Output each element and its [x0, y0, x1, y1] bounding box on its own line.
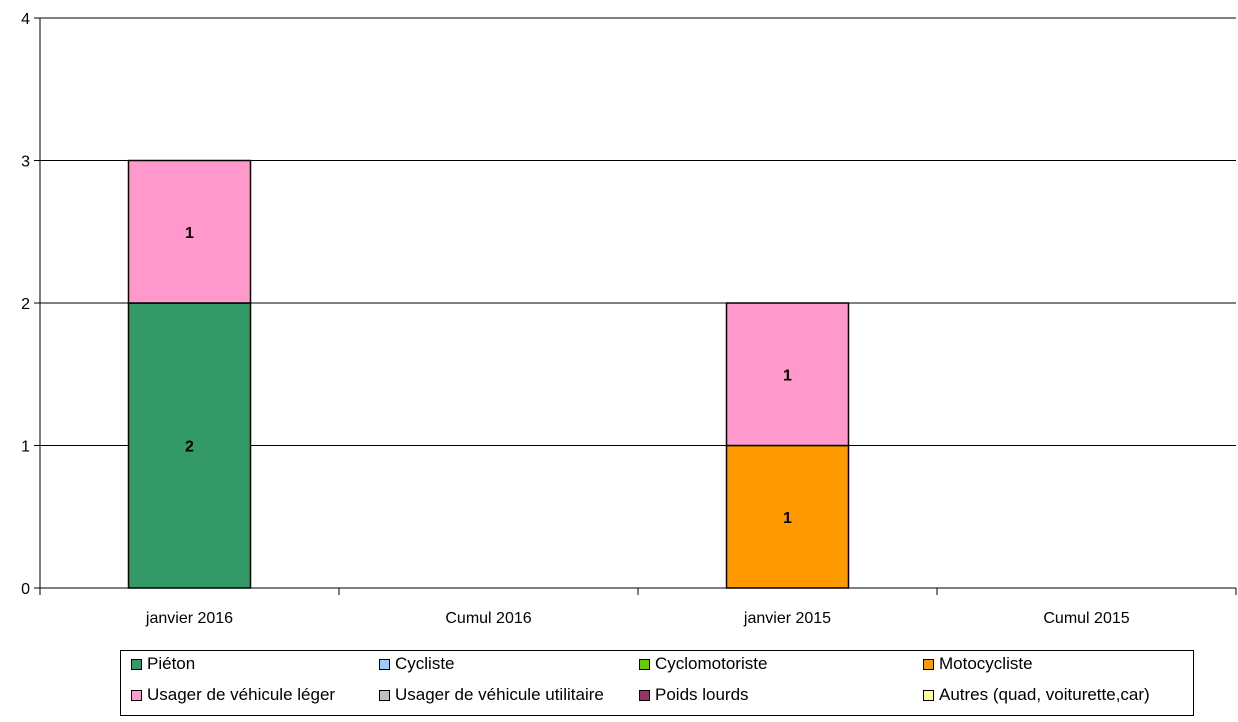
- legend-swatch: [639, 658, 650, 670]
- x-tick-label: Cumul 2016: [445, 610, 531, 627]
- legend-item: Autres (quad, voiturette,car): [923, 685, 1150, 705]
- legend-label: Motocycliste: [939, 654, 1033, 673]
- x-tick-label: janvier 2015: [743, 610, 831, 627]
- legend-label: Cycliste: [395, 654, 455, 673]
- y-tick-label: 3: [21, 154, 30, 171]
- legend-swatch: [131, 658, 142, 670]
- bar-segment: [725, 302, 850, 447]
- legend-item: Piéton: [131, 654, 195, 674]
- bar-segment: [127, 159, 252, 304]
- legend-swatch: [639, 689, 650, 701]
- legend-label: Cyclomotoriste: [655, 654, 768, 673]
- y-tick-label: 1: [21, 439, 30, 456]
- legend-item: Cyclomotoriste: [639, 654, 767, 674]
- legend-label: Autres (quad, voiturette,car): [939, 685, 1150, 704]
- x-tick-label: Cumul 2015: [1043, 610, 1129, 627]
- bars: [127, 159, 850, 589]
- tick-labels: 0 1 2 3 4 janvier 2016 Cumul 2016 janvier 2015 C…: [21, 11, 1130, 627]
- legend-swatch: [379, 658, 390, 670]
- legend-label: Usager de véhicule utilitaire: [395, 685, 604, 704]
- data-label: 2: [185, 439, 194, 456]
- legend-label: Poids lourds: [655, 685, 749, 704]
- legend-item: Usager de véhicule utilitaire: [379, 685, 604, 705]
- bar-segment: [725, 444, 850, 589]
- legend-label: Usager de véhicule léger: [147, 685, 336, 704]
- y-tick-label: 0: [21, 581, 30, 598]
- legend: Piéton Cycliste Cyclomotoriste Motocycliste…: [120, 650, 1194, 716]
- legend-item: Poids lourds: [639, 685, 749, 705]
- legend-item: Usager de véhicule léger: [131, 685, 335, 705]
- legend-item: Cycliste: [379, 654, 455, 674]
- legend-swatch: [379, 689, 390, 701]
- bar-segment: [127, 302, 252, 589]
- legend-item: Motocycliste: [923, 654, 1033, 674]
- data-label: 1: [783, 510, 792, 527]
- data-label: 1: [783, 367, 792, 384]
- x-tick-label: janvier 2016: [145, 610, 233, 627]
- bar-chart: 0 1 2 3 4 janvier 2016 Cumul 2016 janvier 2015 C…: [21, 11, 1237, 627]
- legend-swatch: [923, 658, 934, 670]
- y-tick-label: 2: [21, 296, 30, 313]
- data-label: 1: [185, 225, 194, 242]
- axes: [34, 17, 1237, 595]
- legend-swatch: [923, 689, 934, 701]
- y-tick-label: 4: [21, 11, 30, 28]
- legend-label: Piéton: [147, 654, 196, 673]
- legend-swatch: [131, 689, 142, 701]
